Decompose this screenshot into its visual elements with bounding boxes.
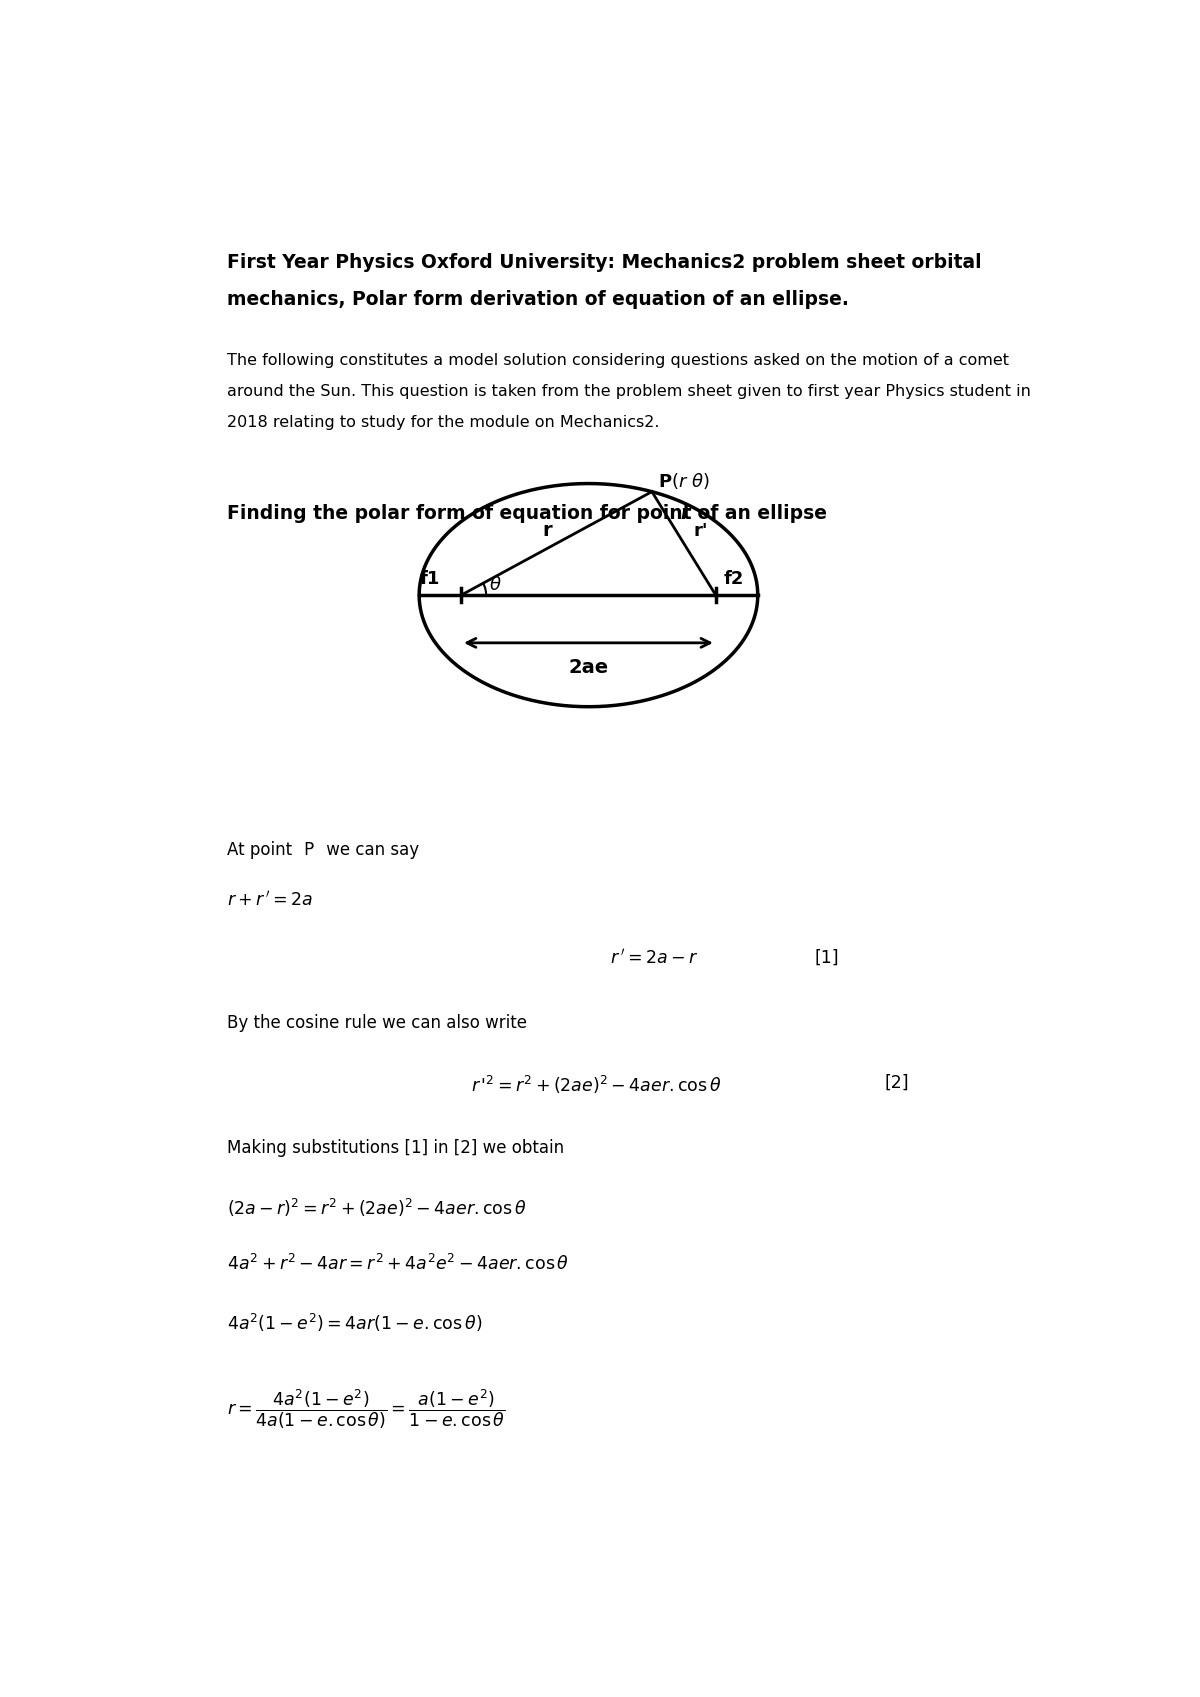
Text: r: r	[680, 504, 689, 523]
Text: $r=\dfrac{4a^2\left(1-e^2\right)}{4a\left(1-e.\cos\theta\right)}=\dfrac{a\left(1: $r=\dfrac{4a^2\left(1-e^2\right)}{4a\lef…	[227, 1388, 505, 1431]
Text: Making substitutions [1] in [2] we obtain: Making substitutions [1] in [2] we obtai…	[227, 1139, 564, 1157]
Text: r: r	[542, 521, 552, 540]
Text: $r\,'^2=r^2+\left(2ae\right)^2-4aer.\cos\theta$: $r\,'^2=r^2+\left(2ae\right)^2-4aer.\cos…	[470, 1074, 721, 1096]
Text: At point   P   we can say: At point P we can say	[227, 842, 419, 859]
Text: The following constitutes a model solution considering questions asked on the mo: The following constitutes a model soluti…	[227, 353, 1009, 368]
Text: [1]: [1]	[815, 949, 840, 967]
Text: $4a^2\left(1-e^2\right)=4ar\left(1-e.\cos\theta\right)$: $4a^2\left(1-e^2\right)=4ar\left(1-e.\co…	[227, 1312, 482, 1334]
Text: By the cosine rule we can also write: By the cosine rule we can also write	[227, 1013, 527, 1032]
Text: Finding the polar form of equation for point: Finding the polar form of equation for p…	[227, 504, 698, 523]
Text: $\theta$: $\theta$	[488, 575, 502, 594]
Text: of an ellipse: of an ellipse	[691, 504, 827, 523]
Text: First Year Physics Oxford University: Mechanics2 problem sheet orbital: First Year Physics Oxford University: Me…	[227, 253, 982, 272]
Text: around the Sun. This question is taken from the problem sheet given to first yea: around the Sun. This question is taken f…	[227, 384, 1031, 399]
Text: 2ae: 2ae	[569, 658, 608, 677]
Text: r': r'	[694, 521, 708, 540]
Text: f2: f2	[724, 570, 744, 589]
Text: f1: f1	[419, 570, 439, 589]
Text: $\left(2a-r\right)^2=r^2+\left(2ae\right)^2-4aer.\cos\theta$: $\left(2a-r\right)^2=r^2+\left(2ae\right…	[227, 1196, 527, 1218]
Text: $4a^2+r^2-4ar=r^2+4a^2e^2-4aer.\cos\theta$: $4a^2+r^2-4ar=r^2+4a^2e^2-4aer.\cos\thet…	[227, 1254, 570, 1274]
Text: [2]: [2]	[884, 1074, 910, 1091]
Text: mechanics, Polar form derivation of equation of an ellipse.: mechanics, Polar form derivation of equa…	[227, 290, 850, 309]
Text: $r+r\,'=2a$: $r+r\,'=2a$	[227, 891, 313, 910]
Text: 2018 relating to study for the module on Mechanics2.: 2018 relating to study for the module on…	[227, 416, 660, 431]
Text: P$(r\ \theta)$: P$(r\ \theta)$	[658, 472, 710, 490]
Text: $r\,'=2a-r$: $r\,'=2a-r$	[611, 949, 698, 967]
